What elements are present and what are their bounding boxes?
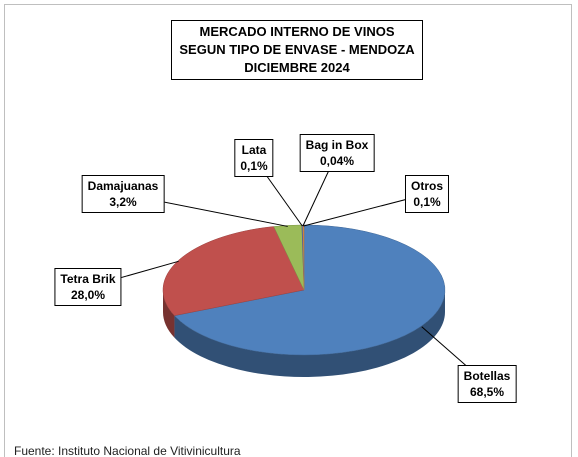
label-name: Lata (241, 143, 267, 157)
label-name: Damajuanas (87, 179, 159, 193)
slice-side (174, 290, 446, 377)
slice-side (163, 290, 175, 338)
label-value: 3,2% (109, 195, 137, 209)
chart-title: MERCADO INTERNO DE VINOS SEGUN TIPO DE E… (171, 20, 423, 80)
label-value: 0,1% (240, 159, 268, 173)
label-name: Tetra Brik (60, 272, 116, 286)
slice (162, 226, 305, 316)
chart-frame (4, 4, 572, 457)
label-value: 0,04% (319, 154, 355, 168)
source-note: Fuente: Instituto Nacional de Vitivinicu… (14, 444, 241, 457)
data-label: Tetra Brik 28,0% (54, 268, 122, 306)
data-label: Otros 0,1% (404, 175, 450, 213)
label-name: Otros (410, 179, 444, 193)
data-label: Bag in Box 0,04% (299, 134, 375, 172)
label-value: 0,1% (413, 195, 441, 209)
label-value: 28,0% (70, 288, 106, 302)
label-name: Bag in Box (305, 138, 369, 152)
label-name: Botellas (463, 369, 511, 383)
data-label: Botellas 68,5% (457, 365, 517, 403)
data-label: Damajuanas 3,2% (81, 175, 165, 213)
slice (173, 224, 446, 356)
data-label: Lata 0,1% (234, 139, 274, 177)
label-value: 68,5% (469, 385, 505, 399)
